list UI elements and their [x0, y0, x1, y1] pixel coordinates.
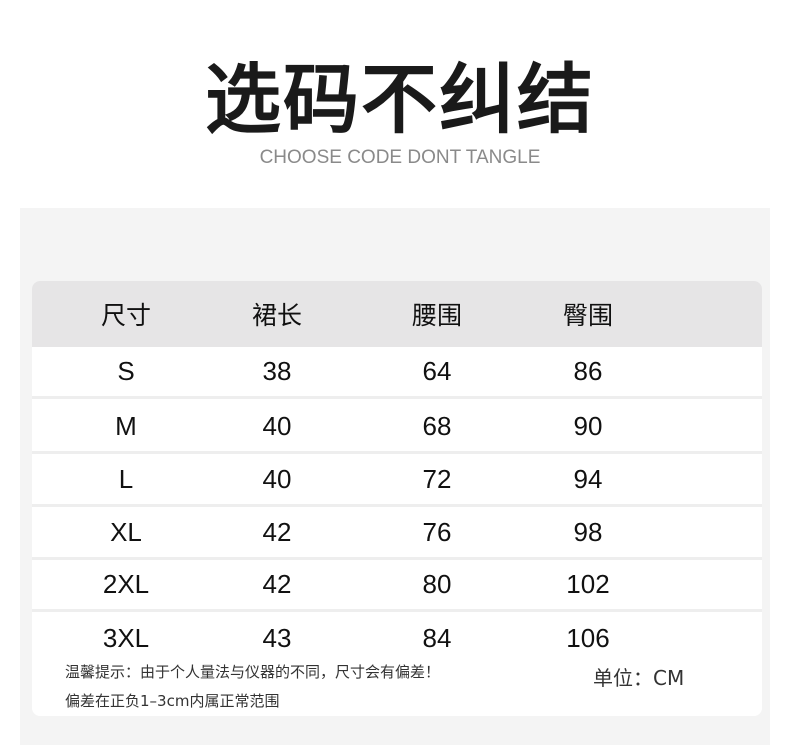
- size-table: 尺寸 裙长 腰围 臀围 S 38 64 86 M 40 68 90 L 40 72 94 XL 42 76 9…: [32, 281, 762, 716]
- header-hip: 臀围: [562, 301, 613, 330]
- skirt-length-cell: 42: [262, 569, 292, 599]
- note-tip: 温馨提示：由于个人量法与仪器的不同，尺寸会有偏差！: [65, 663, 441, 681]
- size-cell: L: [118, 464, 134, 494]
- table-row: 3XL 43 84 106: [32, 612, 762, 664]
- table-row: L 40 72 94: [32, 455, 762, 507]
- waist-cell: 76: [422, 517, 452, 547]
- note-range: 偏差在正负1–3cm内属正常范围: [65, 692, 280, 710]
- table-header: 尺寸 裙长 腰围 臀围: [32, 281, 762, 347]
- header-size: 尺寸: [100, 301, 151, 330]
- waist-cell: 80: [422, 569, 452, 599]
- size-cell: 2XL: [102, 569, 150, 599]
- table-row: S 38 64 86: [32, 347, 762, 399]
- size-cell: XL: [110, 517, 142, 547]
- hip-cell: 98: [573, 517, 603, 547]
- skirt-length-cell: 40: [262, 464, 292, 494]
- skirt-length-cell: 43: [262, 622, 292, 653]
- size-cell: M: [115, 411, 137, 441]
- size-cell: S: [117, 356, 135, 386]
- skirt-length-cell: 42: [262, 517, 292, 547]
- hip-cell: 90: [573, 411, 603, 441]
- size-cell: 3XL: [102, 622, 150, 653]
- table-row: 2XL 42 80 102: [32, 560, 762, 612]
- waist-cell: 72: [422, 464, 452, 494]
- hip-cell: 94: [573, 464, 603, 494]
- table-row: M 40 68 90: [32, 402, 762, 454]
- hip-cell: 102: [566, 569, 610, 599]
- waist-cell: 64: [422, 356, 452, 386]
- waist-cell: 84: [422, 622, 452, 653]
- skirt-length-cell: 40: [262, 411, 292, 441]
- hip-cell: 106: [566, 622, 610, 653]
- page-title: 选码不纠结: [205, 55, 595, 144]
- header-skirt-length: 裙长: [251, 301, 302, 330]
- page-subtitle: CHOOSE CODE DONT TANGLE: [259, 147, 541, 168]
- table-row: XL 42 76 98: [32, 508, 762, 560]
- skirt-length-cell: 38: [262, 356, 292, 386]
- hip-cell: 86: [573, 356, 603, 386]
- waist-cell: 68: [422, 411, 452, 441]
- unit-label: 单位：CM: [593, 666, 685, 690]
- header-waist: 腰围: [411, 301, 462, 330]
